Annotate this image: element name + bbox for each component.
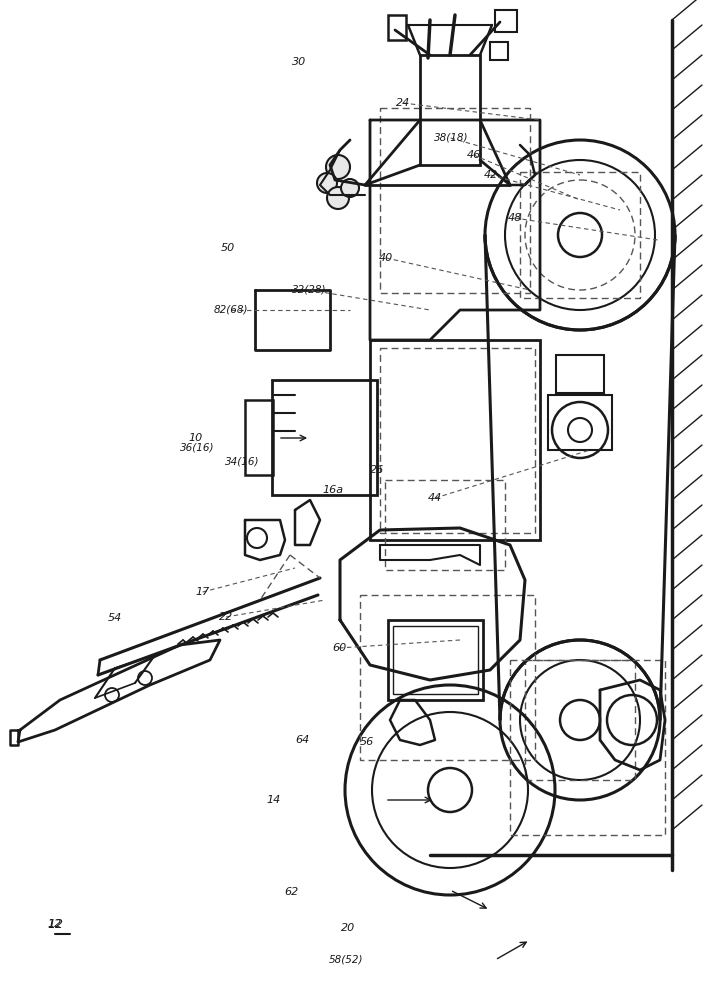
Circle shape xyxy=(327,187,349,209)
Text: 34(16): 34(16) xyxy=(225,457,259,467)
Bar xyxy=(360,595,535,760)
Text: 12: 12 xyxy=(47,918,63,930)
Text: 58(52): 58(52) xyxy=(329,955,363,965)
Bar xyxy=(420,55,480,165)
Bar xyxy=(510,660,665,835)
Text: 22: 22 xyxy=(219,612,233,622)
Bar xyxy=(548,395,612,450)
Bar xyxy=(495,10,517,32)
Bar xyxy=(380,108,530,293)
Text: 26: 26 xyxy=(370,465,384,475)
Bar xyxy=(370,340,540,540)
Text: 64: 64 xyxy=(295,735,309,745)
Text: 60: 60 xyxy=(332,643,346,653)
Bar xyxy=(490,42,508,60)
Bar xyxy=(272,380,377,495)
Text: 56: 56 xyxy=(360,737,374,747)
Bar xyxy=(385,480,505,570)
Bar xyxy=(388,15,406,40)
Text: 40: 40 xyxy=(379,253,393,263)
Text: 82(68): 82(68) xyxy=(214,305,248,315)
Text: 36(16): 36(16) xyxy=(181,443,215,453)
Bar xyxy=(393,626,478,694)
Text: 24: 24 xyxy=(396,98,410,108)
Text: 38(18): 38(18) xyxy=(434,133,468,143)
Text: 12: 12 xyxy=(48,919,62,929)
Circle shape xyxy=(326,155,350,179)
Bar xyxy=(380,348,535,533)
Text: 54: 54 xyxy=(108,613,122,623)
Bar xyxy=(525,660,635,780)
Text: 30: 30 xyxy=(292,57,306,67)
Bar xyxy=(245,400,273,475)
Circle shape xyxy=(317,173,337,193)
Text: 44: 44 xyxy=(428,493,442,503)
Text: 42: 42 xyxy=(483,170,498,180)
Text: 50: 50 xyxy=(220,243,235,253)
Text: 46: 46 xyxy=(466,150,481,160)
Text: 48: 48 xyxy=(508,213,522,223)
Text: 20: 20 xyxy=(341,923,356,933)
Bar xyxy=(556,355,604,393)
Bar xyxy=(520,172,640,298)
Text: 10: 10 xyxy=(188,433,203,443)
Text: 62: 62 xyxy=(284,887,299,897)
Text: 14: 14 xyxy=(267,795,281,805)
Text: 32(28): 32(28) xyxy=(292,285,326,295)
Text: 16a: 16a xyxy=(322,485,343,495)
Text: 17: 17 xyxy=(196,587,210,597)
Bar xyxy=(388,620,483,700)
Circle shape xyxy=(341,179,359,197)
